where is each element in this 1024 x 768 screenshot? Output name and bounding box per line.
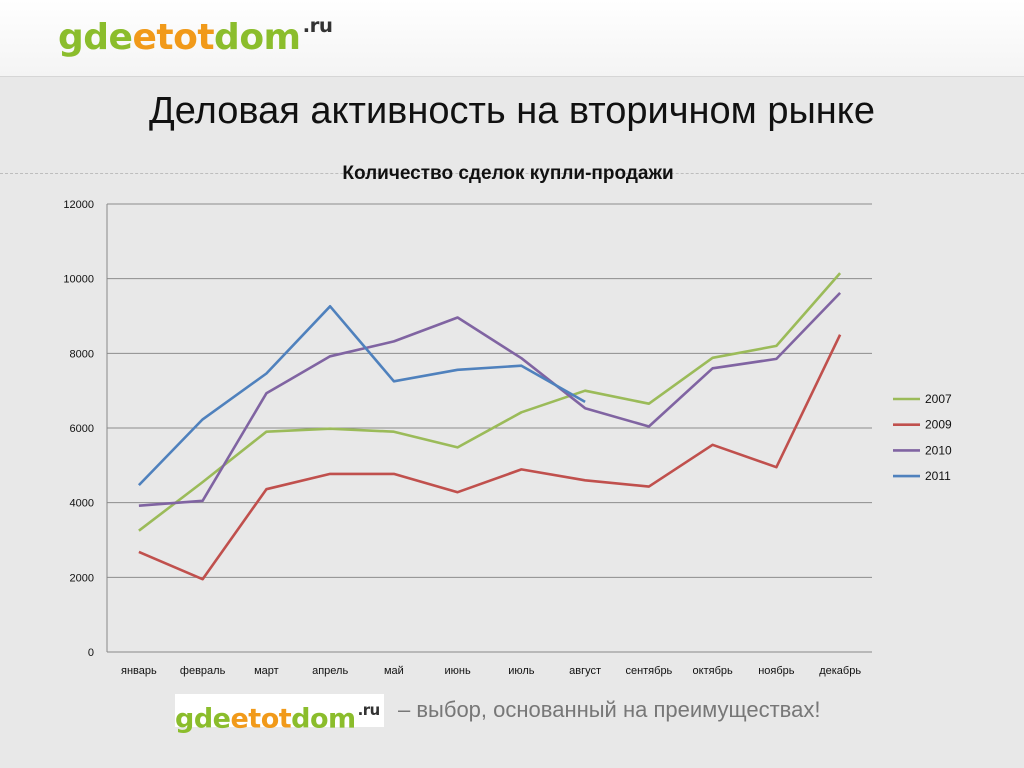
legend-label: 2011 <box>925 469 951 483</box>
page-title: Деловая активность на вторичном рынке <box>149 90 875 132</box>
x-tick-label: сентябрь <box>625 665 672 677</box>
chart-legend: 2007 2009 2010 2011 <box>893 392 952 483</box>
y-tick-label: 2000 <box>70 572 94 584</box>
chart-title: Количество сделок купли-продажи <box>342 163 673 184</box>
logo-part-gde: gde <box>58 16 133 58</box>
x-tick-label: апрель <box>312 665 348 677</box>
logo-suffix: .ru <box>302 14 333 37</box>
x-tick-label: январь <box>121 665 157 677</box>
series-line-2009 <box>138 334 842 581</box>
x-tick-label: февраль <box>180 665 226 677</box>
x-tick-label: октябрь <box>693 665 733 677</box>
series-line-2011 <box>137 305 586 487</box>
series-line-2010 <box>138 291 842 507</box>
logo-suffix: .ru <box>357 701 381 719</box>
logo-part-etot: etot <box>230 703 292 735</box>
title-divider <box>0 173 1024 174</box>
site-logo[interactable]: gdeetotdom .ru <box>58 14 333 58</box>
x-tick-label: декабрь <box>819 665 861 677</box>
header-bar: gdeetotdom .ru <box>0 0 1024 77</box>
chart-gridlines <box>106 203 872 653</box>
legend-label: 2009 <box>925 418 952 432</box>
x-tick-label: август <box>569 665 601 677</box>
x-tick-label: июнь <box>445 665 471 677</box>
logo-part-gde: gde <box>175 703 231 735</box>
legend-label: 2007 <box>925 392 952 406</box>
legend-label: 2010 <box>925 443 952 457</box>
x-tick-label: ноябрь <box>758 665 795 677</box>
footer-logo[interactable]: gdeetotdom .ru <box>175 694 384 735</box>
logo-part-dom: dom <box>291 703 356 735</box>
x-tick-label: май <box>384 665 404 677</box>
logo-part-dom: dom <box>214 16 301 58</box>
tagline: – выбор, основанный на преимуществах! <box>398 697 821 722</box>
x-axis-ticks: январь февраль март апрель май июнь июль август… <box>121 665 861 677</box>
chart-series <box>137 272 842 581</box>
x-tick-label: март <box>254 665 279 677</box>
line-chart: Количество сделок купли-продажи 0 2000 400… <box>63 163 952 677</box>
y-tick-label: 12000 <box>63 199 94 211</box>
y-tick-label: 6000 <box>70 423 94 435</box>
x-tick-label: июль <box>508 665 535 677</box>
y-axis-ticks: 0 2000 4000 6000 8000 10000 12000 <box>63 199 94 659</box>
y-tick-label: 0 <box>88 647 94 659</box>
y-tick-label: 10000 <box>63 274 94 286</box>
y-tick-label: 4000 <box>70 498 94 510</box>
series-line-2007 <box>138 272 842 532</box>
y-tick-label: 8000 <box>70 348 94 360</box>
logo-part-etot: etot <box>132 16 215 58</box>
